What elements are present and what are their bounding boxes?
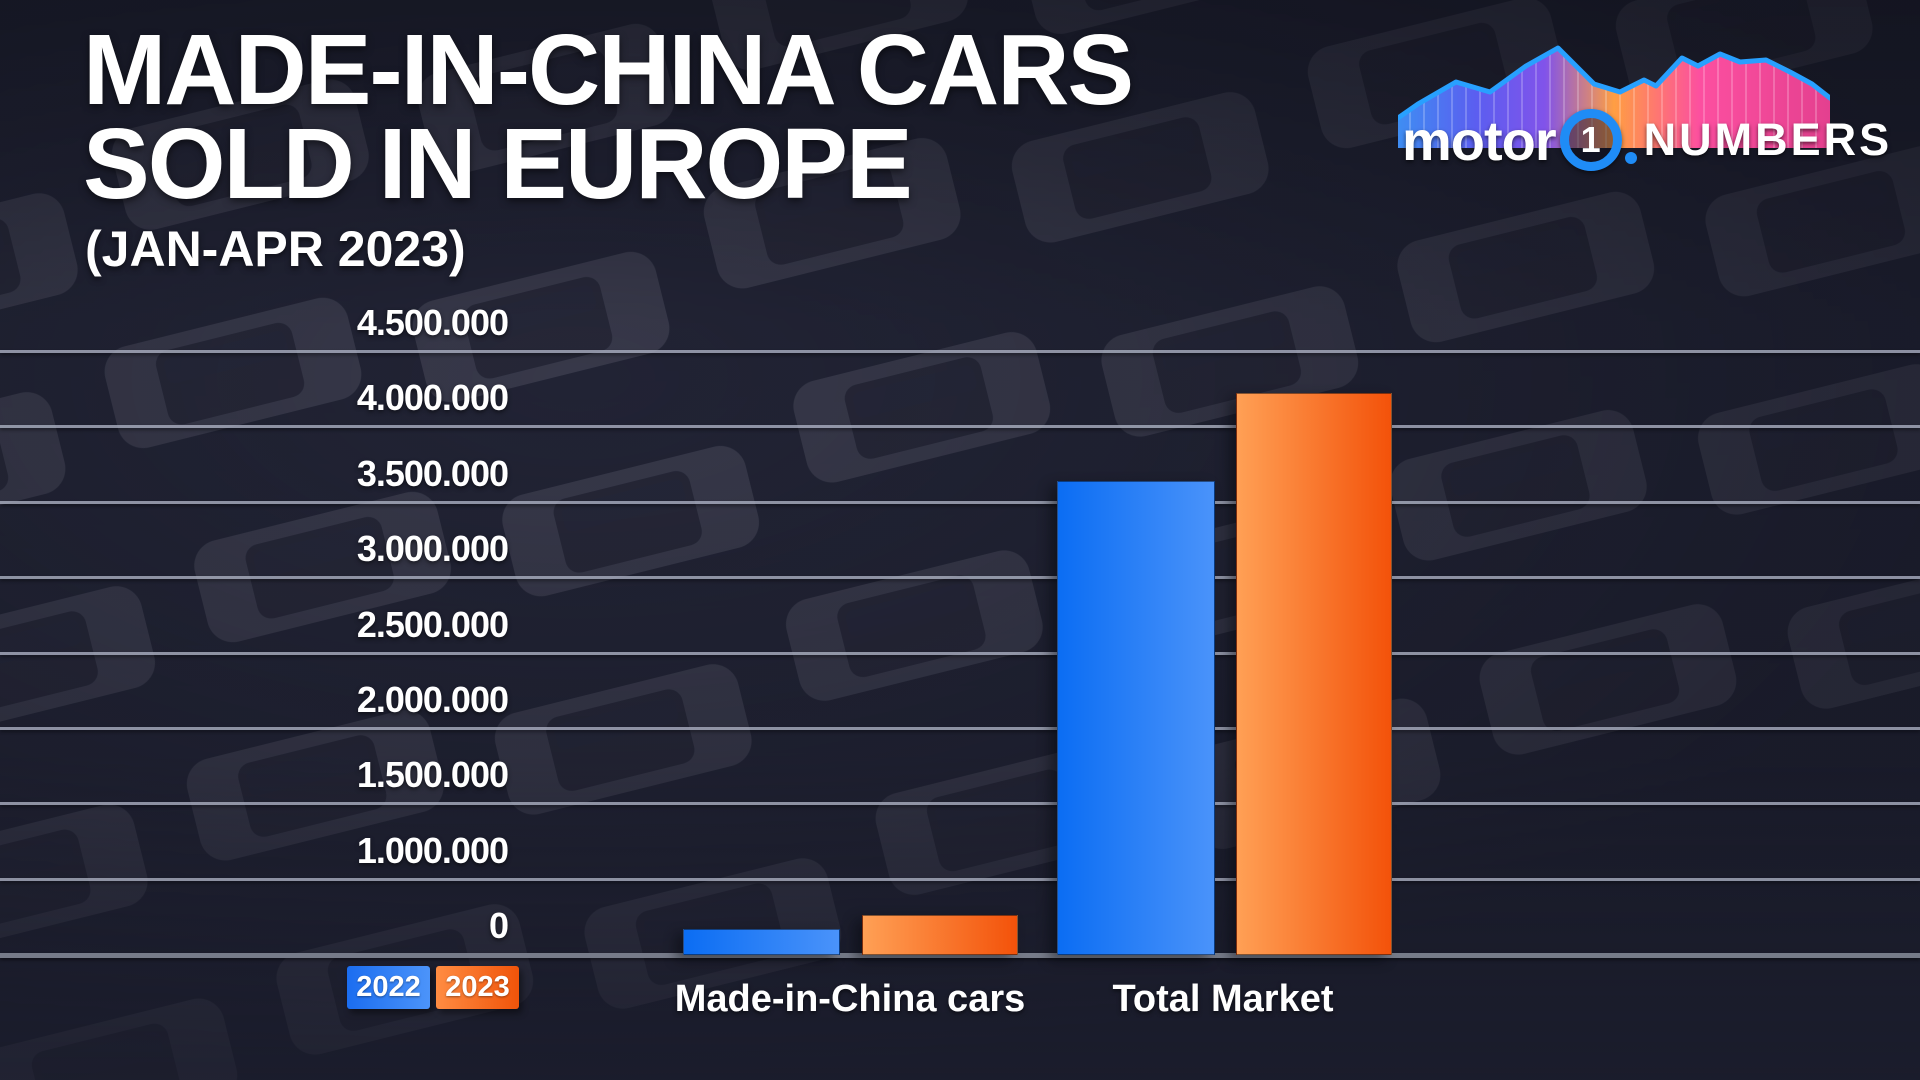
category-label: Made-in-China cars — [674, 978, 1026, 1020]
gridline — [0, 425, 1920, 428]
page-subtitle: (JAN-APR 2023) — [85, 221, 466, 277]
logo-text-one: 1 — [1580, 119, 1601, 160]
chart-legend: 2022 2023 — [347, 966, 519, 1009]
y-axis-tick-label: 0 — [488, 905, 509, 946]
gridline — [0, 652, 1920, 655]
page-title: MADE-IN-CHINA CARS SOLD IN EUROPE — [83, 14, 1134, 220]
logo-text-motor: motor — [1402, 108, 1557, 172]
gridline — [0, 802, 1920, 805]
gridline — [0, 350, 1920, 353]
logo-wordmark: motor 1 NUMBERS — [1402, 108, 1892, 172]
y-axis-tick-label: 3.500.000 — [356, 453, 509, 494]
gridline — [0, 878, 1920, 881]
y-axis-tick-label: 1.500.000 — [356, 754, 509, 795]
bar-2023-made-in-china-cars — [862, 915, 1018, 955]
x-axis-line — [0, 953, 1920, 958]
logo-one-circle-icon: 1 — [1559, 109, 1622, 171]
bar-2022-made-in-china-cars — [683, 929, 840, 955]
logo-period-dot-icon — [1624, 152, 1637, 164]
gridline — [0, 501, 1920, 504]
y-axis-tick-label: 2.500.000 — [356, 604, 509, 645]
category-label: Total Market — [1112, 978, 1334, 1020]
gridline — [0, 727, 1920, 730]
y-axis-tick-label: 2.000.000 — [356, 679, 509, 720]
y-axis-tick-label: 4.500.000 — [356, 302, 509, 343]
logo-text-numbers: NUMBERS — [1643, 114, 1893, 165]
y-axis-tick-label: 4.000.000 — [356, 377, 509, 418]
bar-2023-total-market — [1236, 393, 1392, 955]
y-axis-tick-label: 3.000.000 — [356, 528, 509, 569]
gridline — [0, 576, 1920, 579]
y-axis-tick-label: 1.000.000 — [356, 830, 509, 871]
logo-mountain-chart — [1398, 45, 1830, 148]
legend-chip-2022: 2022 — [347, 966, 430, 1009]
motor1-numbers-logo: motor 1 NUMBERS — [1398, 40, 1889, 172]
bar-2022-total-market — [1057, 481, 1215, 955]
legend-chip-2023: 2023 — [436, 966, 519, 1009]
